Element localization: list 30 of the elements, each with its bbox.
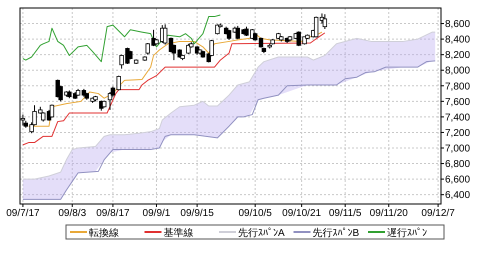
x-tick-label: 09/10/5 [238, 208, 272, 219]
y-tick-label: 6,400 [445, 190, 470, 202]
y-tick-label: 7,200 [445, 128, 470, 139]
x-tick-label: 09/11/5 [328, 208, 362, 219]
x-tick-label: 09/10/21 [282, 208, 322, 219]
candlestick [322, 14, 328, 30]
y-tick-label: 6,600 [445, 174, 470, 186]
legend-label: 遅行ｽﾊﾟﾝ [387, 227, 427, 239]
y-tick-label: 8,200 [445, 50, 470, 62]
y-tick-label: 7,800 [445, 81, 470, 92]
x-tick-label: 09/8/17 [96, 208, 130, 219]
candlestick [50, 104, 54, 118]
y-tick-label: 8,000 [445, 66, 470, 77]
legend-label: 先行ｽﾊﾟﾝB [312, 227, 360, 239]
y-tick-label: 8,600 [445, 19, 470, 30]
x-tick-label: 09/9/1 [142, 208, 171, 219]
x-tick-label: 09/9/15 [180, 208, 214, 219]
y-tick-label: 7,400 [445, 112, 470, 124]
x-tick-label: 09/11/20 [370, 208, 408, 219]
x-tick-label: 09/7/17 [6, 208, 40, 219]
legend-label: 転換線 [89, 227, 119, 239]
y-tick-label: 7,600 [445, 96, 470, 108]
x-tick-label: 09/12/7 [421, 208, 456, 219]
y-tick-label: 6,800 [445, 159, 470, 170]
candlestick [186, 43, 191, 54]
legend-label: 先行ｽﾊﾟﾝA [238, 227, 285, 239]
y-tick-label: 7,000 [445, 144, 470, 154]
y-tick-label: 8,400 [445, 34, 470, 46]
x-tick-label: 09/8/3 [58, 208, 87, 219]
legend-label: 基準線 [164, 227, 194, 239]
